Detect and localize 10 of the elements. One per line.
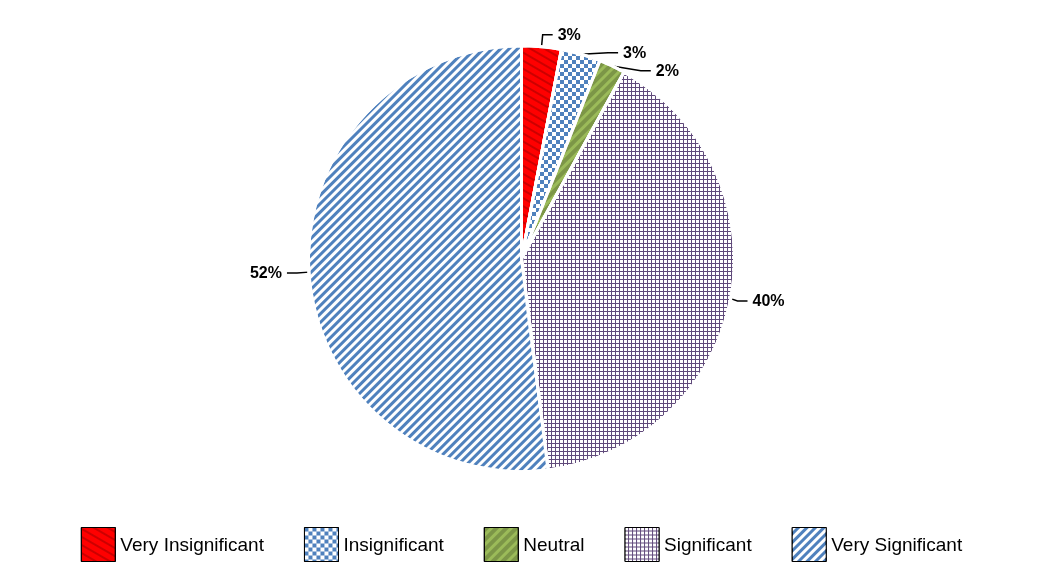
data-label: 3% [557,26,581,44]
legend-label: Significant [664,534,753,555]
data-label: 52% [249,264,282,282]
legend-label: Very Insignificant [120,534,265,555]
data-label: 2% [655,62,679,80]
data-label: 40% [752,292,785,310]
legend-label: Very Significant [831,534,963,555]
data-label: 3% [623,44,647,62]
legend-label: Neutral [523,534,585,555]
legend-label: Insignificant [343,534,445,555]
